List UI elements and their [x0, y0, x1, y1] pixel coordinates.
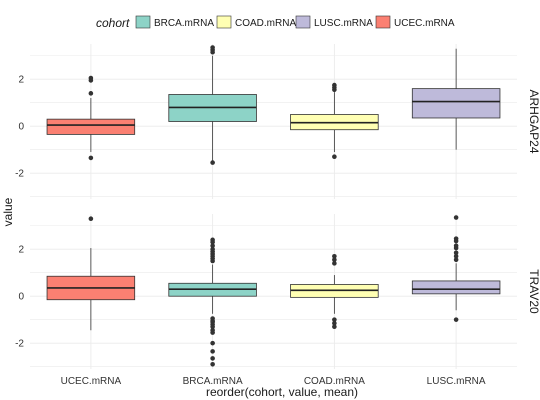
box-COAD.mRNA-TRAV20: [290, 253, 379, 330]
strip-label-TRAV20: TRAV20: [527, 269, 540, 314]
outlier-point: [453, 253, 459, 259]
outlier-point: [332, 154, 337, 160]
outlier-point: [210, 324, 215, 330]
box-LUSC.mRNA-TRAV20: [411, 215, 501, 322]
outlier-point: [453, 257, 459, 263]
box-UCEC.mRNA-ARHGAP24: [46, 75, 136, 161]
box-UCEC.mRNA-TRAV20: [46, 216, 136, 331]
y-tick-label: -2: [15, 339, 24, 350]
outlier-point: [210, 330, 215, 335]
box-LUSC.mRNA-ARHGAP24: [411, 48, 501, 150]
outlier-point: [453, 245, 459, 251]
x-tick-label-BRCA.mRNA: BRCA.mRNA: [183, 376, 243, 387]
legend-key-1: [216, 15, 232, 29]
outlier-point: [88, 216, 94, 221]
outlier-point: [210, 340, 215, 346]
outlier-point: [210, 356, 215, 361]
x-tick-labels: UCEC.mRNA BRCA.mRNA COAD.mRNA LUSC.mRNA: [61, 376, 486, 387]
outlier-point: [88, 91, 94, 96]
box-BRCA.mRNA-TRAV20: [168, 237, 257, 367]
outlier-point: [210, 362, 215, 367]
y-tick-label: 2: [18, 75, 24, 86]
y-tick-label: 0: [18, 292, 24, 303]
strip-label-ARHGAP24: ARHGAP24: [527, 89, 540, 153]
legend-key-0: [135, 15, 151, 29]
outlier-point: [332, 253, 337, 259]
outlier-point: [88, 155, 94, 161]
legend-label-0: BRCA.mRNA: [154, 18, 214, 29]
x-axis-title: reorder(cohort, value, mean): [206, 385, 358, 399]
outlier-point: [332, 261, 337, 266]
y-tick-label: 0: [18, 122, 24, 133]
y-tick-label: -2: [15, 169, 24, 180]
box-BRCA.mRNA-ARHGAP24: [168, 45, 257, 165]
box-iqr: [411, 88, 501, 119]
y-tick-label: 2: [18, 245, 24, 256]
legend: cohort BRCA.mRNA COAD.mRNA LUSC.mRNA UCEC.m…: [96, 15, 455, 30]
outlier-point: [210, 349, 215, 354]
box-COAD.mRNA-ARHGAP24: [290, 82, 379, 160]
outlier-point: [210, 243, 215, 249]
outlier-point: [332, 317, 337, 322]
outlier-point: [453, 250, 459, 256]
panel-ARHGAP24: -2 0 2 ARHGAP24: [15, 44, 540, 199]
legend-title: cohort: [96, 16, 130, 30]
outlier-point: [210, 239, 215, 245]
outlier-point: [210, 49, 215, 55]
panels: -2 0 2 ARHGAP24 -2 0 2 TRAV20: [15, 44, 540, 369]
outlier-point: [332, 87, 337, 93]
x-tick-label-UCEC.mRNA: UCEC.mRNA: [61, 376, 122, 387]
outlier-point: [210, 258, 215, 264]
legend-label-1: COAD.mRNA: [235, 18, 296, 29]
outlier-point: [332, 257, 337, 263]
y-axis-title: value: [1, 197, 15, 226]
panel-TRAV20: -2 0 2 TRAV20: [15, 214, 540, 369]
outlier-point: [332, 320, 337, 326]
legend-key-3: [375, 15, 391, 29]
outlier-point: [453, 238, 459, 244]
legend-label-2: LUSC.mRNA: [314, 18, 373, 29]
box-iqr: [46, 118, 136, 135]
outlier-point: [210, 160, 215, 165]
outlier-point: [332, 324, 337, 330]
outlier-point: [453, 317, 459, 322]
legend-label-3: UCEC.mRNA: [394, 18, 455, 29]
box-iqr: [411, 280, 501, 295]
legend-key-2: [295, 15, 311, 29]
x-tick-label-LUSC.mRNA: LUSC.mRNA: [427, 376, 486, 387]
legend-entries: BRCA.mRNA COAD.mRNA LUSC.mRNA UCEC.mRNA: [135, 15, 455, 29]
outlier-point: [88, 78, 94, 83]
x-tick-label-COAD.mRNA: COAD.mRNA: [304, 376, 365, 387]
outlier-point: [453, 215, 459, 220]
